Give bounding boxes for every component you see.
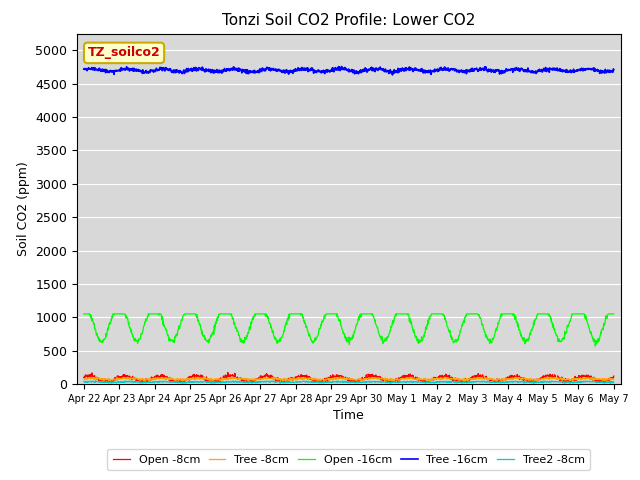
Open -16cm — [500, 311, 508, 317]
Tree -16cm — [198, 66, 205, 72]
Open -16cm — [185, 311, 193, 317]
Open -16cm — [610, 311, 618, 317]
Tree2 -8cm — [500, 380, 508, 385]
Open -8cm — [224, 370, 232, 375]
Open -8cm — [548, 372, 556, 378]
Tree2 -8cm — [610, 379, 618, 385]
Tree -8cm — [257, 376, 265, 382]
Tree -16cm — [501, 70, 509, 75]
Open -16cm — [431, 311, 438, 317]
Tree2 -8cm — [607, 381, 614, 386]
Open -8cm — [198, 374, 206, 380]
Open -8cm — [105, 380, 113, 385]
Tree -16cm — [338, 64, 346, 70]
Open -8cm — [80, 375, 88, 381]
Tree -16cm — [257, 67, 265, 73]
Open -16cm — [547, 317, 555, 323]
Tree -16cm — [431, 68, 439, 74]
Tree -8cm — [548, 375, 556, 381]
Tree -16cm — [80, 66, 88, 72]
Text: TZ_soilco2: TZ_soilco2 — [88, 47, 161, 60]
Tree -16cm — [185, 67, 193, 73]
Open -8cm — [610, 373, 618, 379]
Open -8cm — [501, 376, 509, 382]
Tree -8cm — [80, 376, 88, 382]
Tree -8cm — [198, 376, 206, 382]
Open -16cm — [257, 311, 265, 317]
Line: Open -16cm: Open -16cm — [84, 314, 614, 346]
Line: Tree -16cm: Tree -16cm — [84, 67, 614, 75]
Tree2 -8cm — [547, 379, 555, 384]
X-axis label: Time: Time — [333, 409, 364, 422]
Open -16cm — [198, 331, 205, 337]
Open -16cm — [80, 311, 88, 317]
Line: Tree2 -8cm: Tree2 -8cm — [84, 381, 614, 384]
Tree2 -8cm — [186, 380, 193, 385]
Tree2 -8cm — [122, 378, 130, 384]
Tree -16cm — [548, 66, 556, 72]
Tree -8cm — [431, 376, 439, 382]
Open -16cm — [591, 343, 599, 349]
Tree -8cm — [610, 376, 618, 382]
Open -8cm — [258, 373, 266, 379]
Tree2 -8cm — [198, 379, 206, 385]
Y-axis label: Soil CO2 (ppm): Soil CO2 (ppm) — [17, 161, 29, 256]
Tree -16cm — [610, 67, 618, 72]
Open -8cm — [186, 377, 193, 383]
Tree2 -8cm — [80, 378, 88, 384]
Tree2 -8cm — [431, 379, 439, 385]
Line: Tree -8cm: Tree -8cm — [84, 377, 614, 381]
Legend: Open -8cm, Tree -8cm, Open -16cm, Tree -16cm, Tree2 -8cm: Open -8cm, Tree -8cm, Open -16cm, Tree -… — [108, 449, 590, 470]
Tree2 -8cm — [257, 379, 265, 384]
Tree -8cm — [501, 376, 509, 382]
Line: Open -8cm: Open -8cm — [84, 372, 614, 383]
Tree -8cm — [337, 374, 344, 380]
Tree -8cm — [140, 378, 148, 384]
Open -8cm — [431, 374, 439, 380]
Tree -16cm — [388, 72, 396, 78]
Tree -8cm — [186, 376, 193, 382]
Title: Tonzi Soil CO2 Profile: Lower CO2: Tonzi Soil CO2 Profile: Lower CO2 — [222, 13, 476, 28]
